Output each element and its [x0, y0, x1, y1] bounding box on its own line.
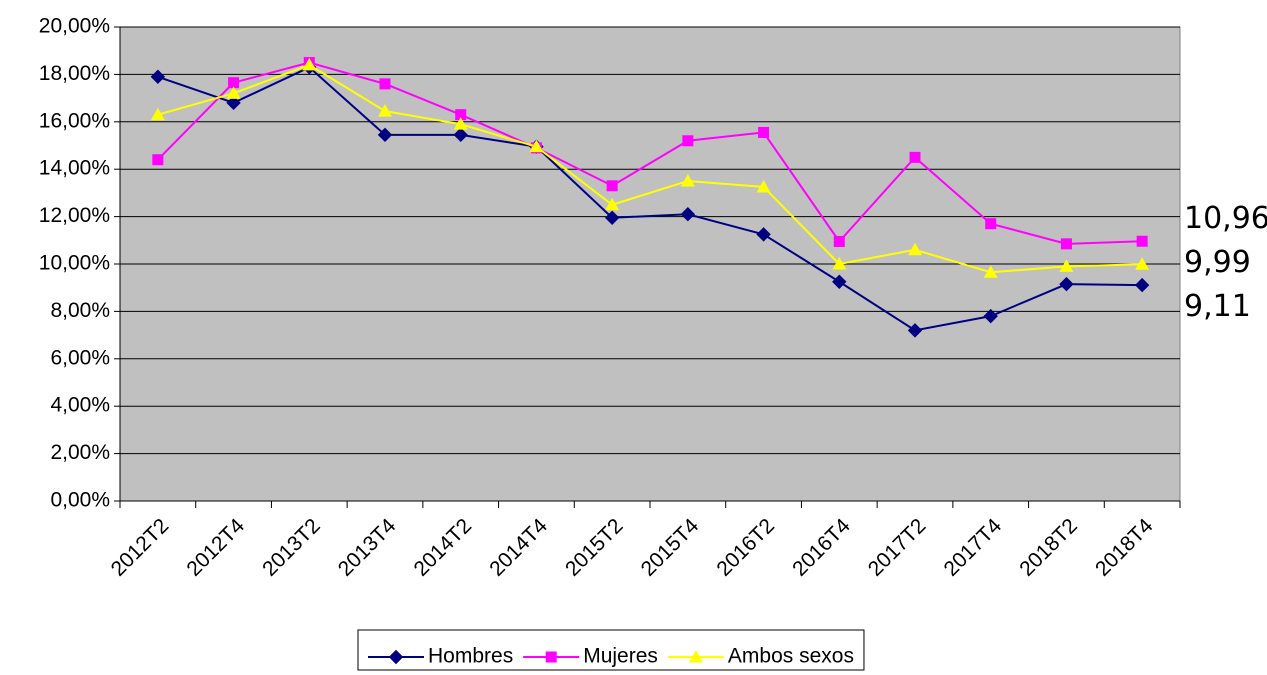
point — [758, 126, 770, 138]
x-tick-label: 2012T4 — [182, 514, 249, 581]
x-tick-label: 2014T2 — [410, 514, 477, 581]
series-line — [157, 61, 1143, 245]
point — [908, 242, 922, 256]
point — [377, 127, 393, 143]
y-tick-label: 20,00% — [39, 15, 110, 38]
point — [455, 109, 467, 121]
x-tick-label: 2016T2 — [712, 514, 779, 581]
point — [150, 107, 165, 121]
point — [453, 117, 468, 130]
point — [545, 651, 557, 663]
value-label: 10,96 — [1184, 201, 1267, 236]
x-tick-label: 2018T2 — [1015, 514, 1082, 581]
series — [150, 60, 1150, 338]
value-label: 9,11 — [1184, 289, 1251, 324]
x-tick-label: 2017T4 — [940, 514, 1007, 581]
point — [606, 180, 618, 192]
point — [756, 179, 771, 193]
y-tick-label: 0,00% — [50, 489, 110, 512]
point — [388, 649, 404, 665]
y-tick-label: 18,00% — [39, 62, 110, 85]
point — [688, 650, 703, 663]
point — [756, 227, 771, 242]
point — [1134, 277, 1150, 293]
point — [228, 77, 240, 89]
point — [682, 135, 694, 147]
point — [985, 218, 997, 230]
x-tick-label: 2015T4 — [637, 514, 704, 581]
point — [1060, 238, 1072, 250]
series — [150, 57, 1150, 278]
point — [1059, 276, 1074, 292]
point — [832, 274, 847, 289]
x-tick-label: 2016T4 — [788, 514, 855, 581]
point — [604, 210, 620, 225]
legend-label: Hombres — [428, 645, 513, 668]
legend: Hombres Mujeres Ambos sexos — [357, 629, 865, 671]
point — [529, 139, 544, 153]
legend-label: Ambos sexos — [728, 645, 854, 668]
y-tick-label: 4,00% — [50, 394, 110, 417]
point — [1135, 257, 1150, 270]
legend-label: Mujeres — [583, 645, 658, 668]
point — [226, 95, 241, 111]
point — [302, 57, 317, 71]
point — [680, 174, 695, 187]
point — [605, 197, 620, 211]
point — [378, 104, 392, 117]
point — [983, 265, 998, 278]
y-tick-label: 8,00% — [50, 299, 110, 322]
x-tick-label: 2018T4 — [1091, 514, 1158, 581]
x-tick-label: 2017T2 — [864, 514, 931, 581]
y-tick-label: 16,00% — [39, 109, 110, 132]
series-line — [157, 63, 1143, 274]
point — [832, 257, 847, 270]
y-tick-label: 2,00% — [50, 441, 110, 464]
y-tick-label: 10,00% — [39, 252, 110, 275]
point — [150, 69, 166, 84]
point — [379, 78, 391, 90]
y-tick-label: 6,00% — [50, 346, 110, 369]
x-tick-label: 2013T4 — [334, 514, 401, 581]
point — [833, 235, 845, 247]
point — [983, 308, 998, 324]
series-line — [157, 66, 1143, 332]
point — [1136, 235, 1148, 247]
x-tick-label: 2013T2 — [258, 514, 325, 581]
x-tick-label: 2015T2 — [561, 514, 628, 581]
point — [907, 323, 923, 338]
y-tick-label: 12,00% — [39, 204, 110, 227]
point — [152, 154, 164, 166]
point — [453, 127, 468, 143]
point — [909, 151, 921, 163]
point — [1059, 259, 1074, 272]
legend-box — [357, 629, 865, 671]
point — [226, 86, 241, 99]
point — [680, 207, 696, 222]
x-tick-label: 2012T2 — [107, 514, 174, 581]
y-tick-label: 14,00% — [39, 157, 110, 180]
value-label: 9,99 — [1184, 245, 1251, 280]
x-tick-label: 2014T4 — [485, 514, 552, 581]
